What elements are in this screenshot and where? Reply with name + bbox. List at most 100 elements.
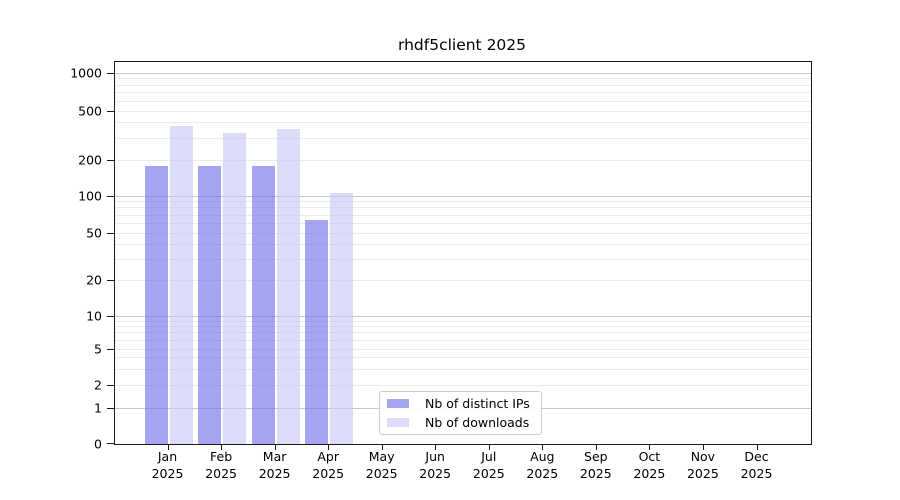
minor-gridline — [115, 332, 811, 334]
legend: Nb of distinct IPs Nb of downloads — [379, 391, 542, 435]
year-label: 2025 — [151, 465, 184, 481]
month-label: Dec — [744, 449, 769, 464]
bar-downloads-jan — [169, 126, 193, 444]
minor-gridline — [115, 78, 811, 80]
bar-downloads-feb — [223, 132, 247, 444]
bar-distinct-ips-mar — [251, 166, 275, 444]
minor-gridline — [115, 384, 811, 386]
y-tick-mark — [107, 195, 114, 197]
y-tick-mark — [107, 443, 114, 444]
month-label: Apr — [317, 449, 339, 464]
minor-gridline — [115, 279, 811, 281]
minor-gridline — [115, 348, 811, 350]
x-tick-label-may: May 2025 — [366, 449, 398, 482]
month-label: Oct — [638, 449, 661, 464]
legend-item-downloads: Nb of downloads — [387, 415, 541, 430]
x-tick-label-nov: Nov 2025 — [687, 449, 719, 482]
x-tick-mark — [381, 444, 383, 450]
year-label: 2025 — [579, 465, 612, 481]
year-label: 2025 — [526, 465, 559, 481]
year-label: 2025 — [258, 465, 291, 481]
month-label: Sep — [584, 449, 608, 464]
y-tick-mark — [107, 159, 114, 161]
minor-gridline — [115, 207, 811, 209]
y-tick-mark — [107, 407, 114, 409]
y-tick-mark — [107, 348, 114, 350]
minor-gridline — [115, 222, 811, 224]
year-label: 2025 — [312, 465, 345, 481]
y-tick-label: 1000 — [70, 65, 102, 81]
minor-gridline — [115, 243, 811, 245]
x-tick-label-dec: Dec 2025 — [741, 449, 773, 482]
y-tick-label: 1 — [94, 400, 102, 416]
y-tick-mark — [107, 232, 114, 234]
x-tick-mark — [167, 444, 169, 450]
x-tick-mark — [328, 444, 330, 450]
y-tick-label: 2 — [94, 377, 102, 393]
minor-gridline — [115, 159, 811, 161]
bar-distinct-ips-apr — [305, 219, 329, 444]
y-tick-label: 10 — [86, 308, 102, 324]
x-tick-label-jan: Jan 2025 — [152, 449, 184, 482]
minor-gridline — [115, 326, 811, 328]
year-label: 2025 — [633, 465, 666, 481]
month-label: Jul — [481, 449, 497, 464]
minor-gridline — [115, 100, 811, 102]
month-label: Jun — [425, 449, 445, 464]
y-tick-mark — [107, 315, 114, 317]
x-tick-label-jul: Jul 2025 — [473, 449, 505, 482]
major-gridline — [115, 195, 811, 197]
y-tick-label: 5 — [94, 341, 102, 357]
legend-item-distinct-ips: Nb of distinct IPs — [387, 396, 541, 411]
minor-gridline — [115, 92, 811, 94]
month-label: Mar — [262, 449, 287, 464]
chart-title: rhdf5client 2025 — [397, 36, 527, 54]
month-label: Feb — [210, 449, 233, 464]
month-label: May — [368, 449, 395, 464]
y-tick-label: 20 — [86, 272, 102, 288]
y-tick-mark — [107, 110, 114, 112]
minor-gridline — [115, 137, 811, 139]
minor-gridline — [115, 232, 811, 234]
x-tick-mark — [274, 444, 276, 450]
y-tick-label: 50 — [86, 225, 102, 241]
major-gridline — [115, 315, 811, 317]
year-label: 2025 — [740, 465, 773, 481]
x-tick-mark — [756, 444, 758, 450]
month-label: Jan — [157, 449, 178, 464]
minor-gridline — [115, 214, 811, 216]
x-tick-mark — [595, 444, 597, 450]
x-tick-mark — [649, 444, 651, 450]
y-tick-label: 500 — [78, 103, 102, 119]
x-tick-label-oct: Oct 2025 — [633, 449, 665, 482]
month-label: Nov — [690, 449, 716, 464]
bar-distinct-ips-jan — [144, 166, 168, 444]
y-tick-label: 200 — [78, 152, 102, 168]
minor-gridline — [115, 201, 811, 203]
legend-swatch-downloads — [387, 418, 409, 427]
legend-label-downloads: Nb of downloads — [425, 415, 530, 430]
minor-gridline — [115, 357, 811, 359]
year-label: 2025 — [419, 465, 452, 481]
minor-gridline — [115, 368, 811, 370]
y-tick-mark — [107, 384, 114, 386]
bar-downloads-mar — [276, 129, 300, 444]
x-tick-mark — [435, 444, 437, 450]
plot-area — [114, 61, 812, 445]
legend-label-distinct-ips: Nb of distinct IPs — [425, 396, 530, 411]
minor-gridline — [115, 320, 811, 322]
bar-distinct-ips-feb — [198, 166, 222, 444]
y-tick-label: 0 — [94, 436, 102, 451]
minor-gridline — [115, 122, 811, 124]
year-label: 2025 — [365, 465, 398, 481]
x-tick-label-sep: Sep 2025 — [580, 449, 612, 482]
x-tick-mark — [488, 444, 490, 450]
year-label: 2025 — [686, 465, 719, 481]
x-tick-mark — [702, 444, 704, 450]
minor-gridline — [115, 258, 811, 260]
x-tick-label-apr: Apr 2025 — [312, 449, 344, 482]
y-tick-mark — [107, 279, 114, 281]
y-tick-mark — [107, 72, 114, 74]
year-label: 2025 — [205, 465, 237, 481]
